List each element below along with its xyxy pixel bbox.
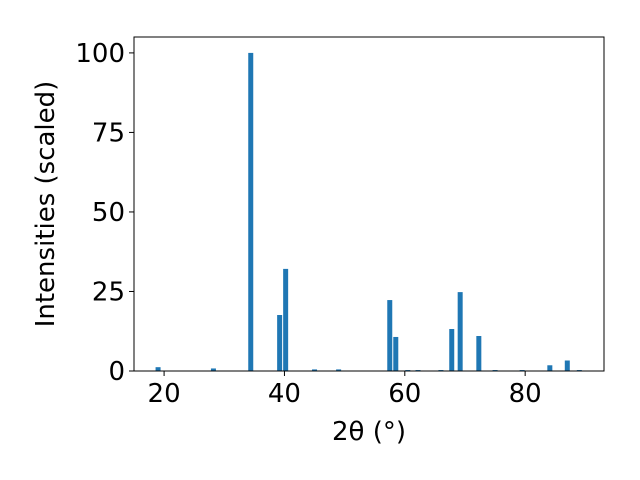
y-tick-label: 75 (92, 118, 125, 148)
y-axis-label: Intensities (scaled) (31, 81, 61, 328)
y-tick-label: 0 (108, 357, 125, 387)
bar (457, 292, 463, 371)
bar (476, 336, 482, 371)
bar (449, 329, 455, 371)
x-tick-label: 40 (268, 379, 301, 409)
x-tick-label: 60 (388, 379, 421, 409)
bar (248, 52, 254, 372)
y-tick-label: 25 (92, 277, 125, 307)
bar (393, 336, 399, 371)
x-tick-label: 20 (148, 379, 181, 409)
x-axis-label: 2θ (°) (332, 417, 406, 447)
bar (387, 300, 393, 371)
bar (336, 369, 342, 371)
plot-frame (133, 36, 605, 372)
bar (312, 369, 318, 371)
x-tick-label: 80 (509, 379, 542, 409)
bar (155, 367, 161, 371)
bar (277, 315, 283, 371)
bar (547, 365, 553, 371)
bar (210, 368, 216, 371)
bar (283, 268, 289, 371)
bar (564, 360, 570, 371)
y-tick-label: 50 (92, 198, 125, 228)
y-tick-label: 100 (75, 39, 125, 69)
